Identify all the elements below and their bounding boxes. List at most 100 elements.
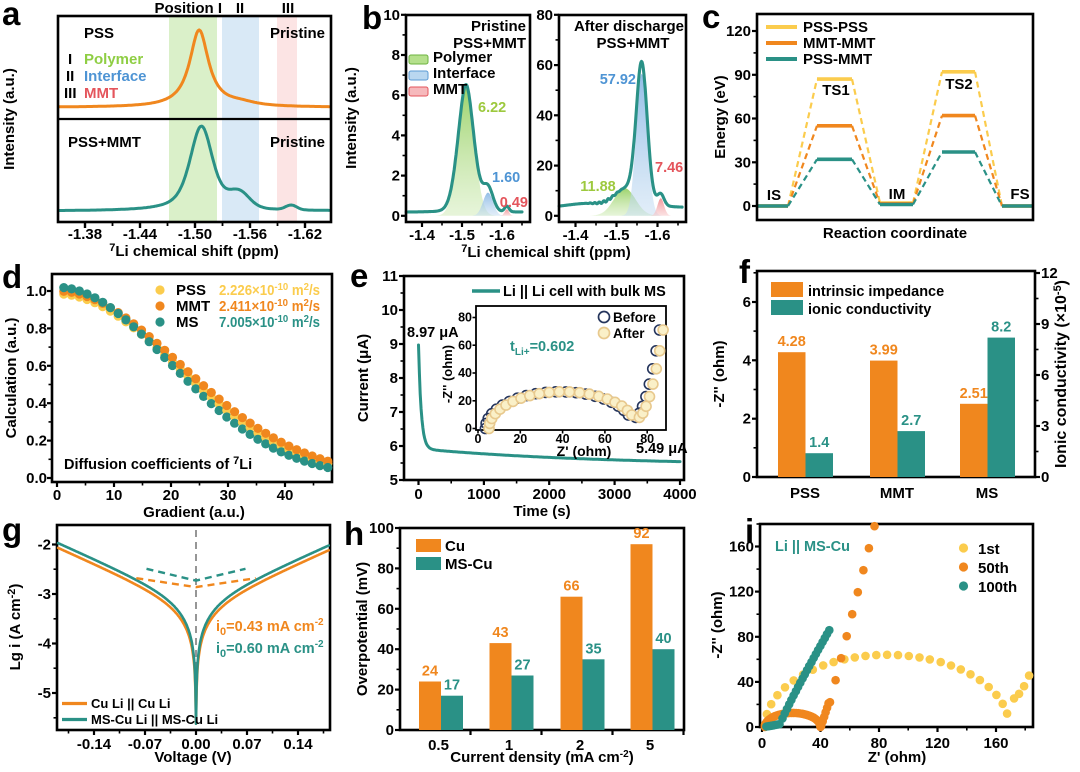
svg-text:-4: -4 [38,636,52,653]
svg-text:12: 12 [1041,265,1058,282]
svg-text:9: 9 [1041,316,1049,333]
svg-text:-2: -2 [38,537,51,554]
svg-text:1.4: 1.4 [809,435,829,451]
svg-text:i: i [745,512,754,549]
svg-text:10: 10 [106,487,123,504]
svg-text:h: h [344,515,364,552]
svg-text:I: I [68,51,72,68]
svg-text:Reaction coordinate: Reaction coordinate [823,225,967,242]
svg-text:80: 80 [458,311,472,325]
svg-text:80: 80 [536,7,553,24]
svg-text:Polymer: Polymer [433,49,492,66]
svg-text:20: 20 [536,158,553,175]
svg-text:0.00: 0.00 [181,736,210,753]
svg-text:f: f [739,253,751,290]
svg-text:Energy (eV): Energy (eV) [712,75,729,158]
svg-text:MMT-MMT: MMT-MMT [803,35,875,52]
svg-text:FS: FS [1010,186,1029,203]
svg-text:6: 6 [392,87,400,104]
svg-text:7.46: 7.46 [655,160,683,176]
svg-text:0: 0 [386,722,394,739]
svg-text:Interface: Interface [433,65,496,82]
svg-text:3000: 3000 [598,486,631,503]
svg-text:80: 80 [377,560,394,577]
svg-text:MMT: MMT [433,81,467,98]
svg-text:8: 8 [392,47,400,64]
svg-text:After discharge: After discharge [574,18,684,35]
svg-text:40: 40 [737,674,754,691]
svg-text:3: 3 [1041,418,1049,435]
svg-text:24: 24 [422,664,438,680]
svg-text:c: c [702,0,720,35]
svg-text:40: 40 [556,432,570,446]
svg-text:PSS: PSS [176,282,206,299]
svg-text:6: 6 [390,438,398,455]
svg-text:4: 4 [392,127,401,144]
svg-text:0.4: 0.4 [26,395,48,412]
svg-text:6.22: 6.22 [478,100,506,116]
svg-text:-1.6: -1.6 [645,227,671,244]
svg-text:4.28: 4.28 [778,334,806,350]
svg-text:Current (μA): Current (μA) [355,334,372,422]
svg-text:III: III [282,0,295,17]
svg-text:intrinsic impedance: intrinsic impedance [808,284,944,300]
svg-text:20: 20 [163,487,180,504]
svg-text:Current density (mA cm-2): Current density (mA cm-2) [450,749,633,766]
svg-text:-1.4: -1.4 [563,227,590,244]
svg-text:1st: 1st [978,541,1000,558]
svg-text:1.60: 1.60 [492,170,520,186]
svg-text:a: a [2,0,21,32]
svg-text:4: 4 [743,352,752,369]
svg-text:Z' (ohm): Z' (ohm) [868,749,927,766]
svg-text:0: 0 [53,487,61,504]
svg-text:2.411×10-10 m2/s: 2.411×10-10 m2/s [219,297,320,315]
svg-text:2: 2 [743,411,751,428]
svg-text:-1.5: -1.5 [604,227,630,244]
svg-text:5: 5 [646,737,654,754]
svg-text:60: 60 [458,338,472,352]
svg-text:MMT: MMT [176,298,210,315]
svg-text:-1.4: -1.4 [409,227,436,244]
svg-text:0: 0 [746,719,754,736]
svg-text:120: 120 [726,23,751,40]
svg-text:1: 1 [505,737,513,754]
svg-text:10: 10 [383,7,400,24]
svg-text:6: 6 [743,294,751,311]
svg-text:IS: IS [767,187,781,204]
svg-text:7Li chemical shift (ppm): 7Li chemical shift (ppm) [461,243,630,261]
svg-text:17: 17 [444,678,460,694]
svg-text:0.49: 0.49 [500,195,528,211]
svg-text:MMT: MMT [880,485,914,502]
svg-text:PSS: PSS [84,25,114,42]
svg-text:50th: 50th [978,560,1009,577]
svg-text:40: 40 [377,641,394,658]
svg-text:7.005×10-10 m2/s: 7.005×10-10 m2/s [219,313,320,331]
svg-text:Interface: Interface [84,68,147,85]
svg-text:66: 66 [563,579,579,595]
svg-text:MS: MS [976,485,999,502]
svg-text:-3: -3 [38,586,51,603]
svg-text:0: 0 [758,735,766,752]
svg-text:-0.07: -0.07 [128,736,162,753]
svg-text:-1.56: -1.56 [233,226,267,243]
svg-text:-1.5: -1.5 [449,227,475,244]
svg-text:20: 20 [513,432,527,446]
svg-text:0: 0 [465,422,472,436]
svg-text:0: 0 [743,469,751,486]
svg-text:20: 20 [377,682,394,699]
svg-text:0.14: 0.14 [283,736,313,753]
svg-text:ionic conductivity: ionic conductivity [808,302,931,318]
svg-text:0.6: 0.6 [26,358,47,375]
svg-text:PSS+MMT: PSS+MMT [597,35,670,52]
svg-text:2: 2 [576,737,584,754]
svg-text:60: 60 [734,111,751,128]
svg-text:Cu Li || Cu Li: Cu Li || Cu Li [91,696,171,711]
svg-text:PSS-PSS: PSS-PSS [803,19,868,36]
svg-text:160: 160 [983,735,1008,752]
svg-text:-1.38: -1.38 [68,226,102,243]
svg-text:100: 100 [369,520,394,537]
svg-text:43: 43 [492,625,508,641]
svg-text:90: 90 [734,67,751,84]
svg-text:Calculation (a.u.): Calculation (a.u.) [3,318,20,439]
svg-text:0.07: 0.07 [232,736,261,753]
